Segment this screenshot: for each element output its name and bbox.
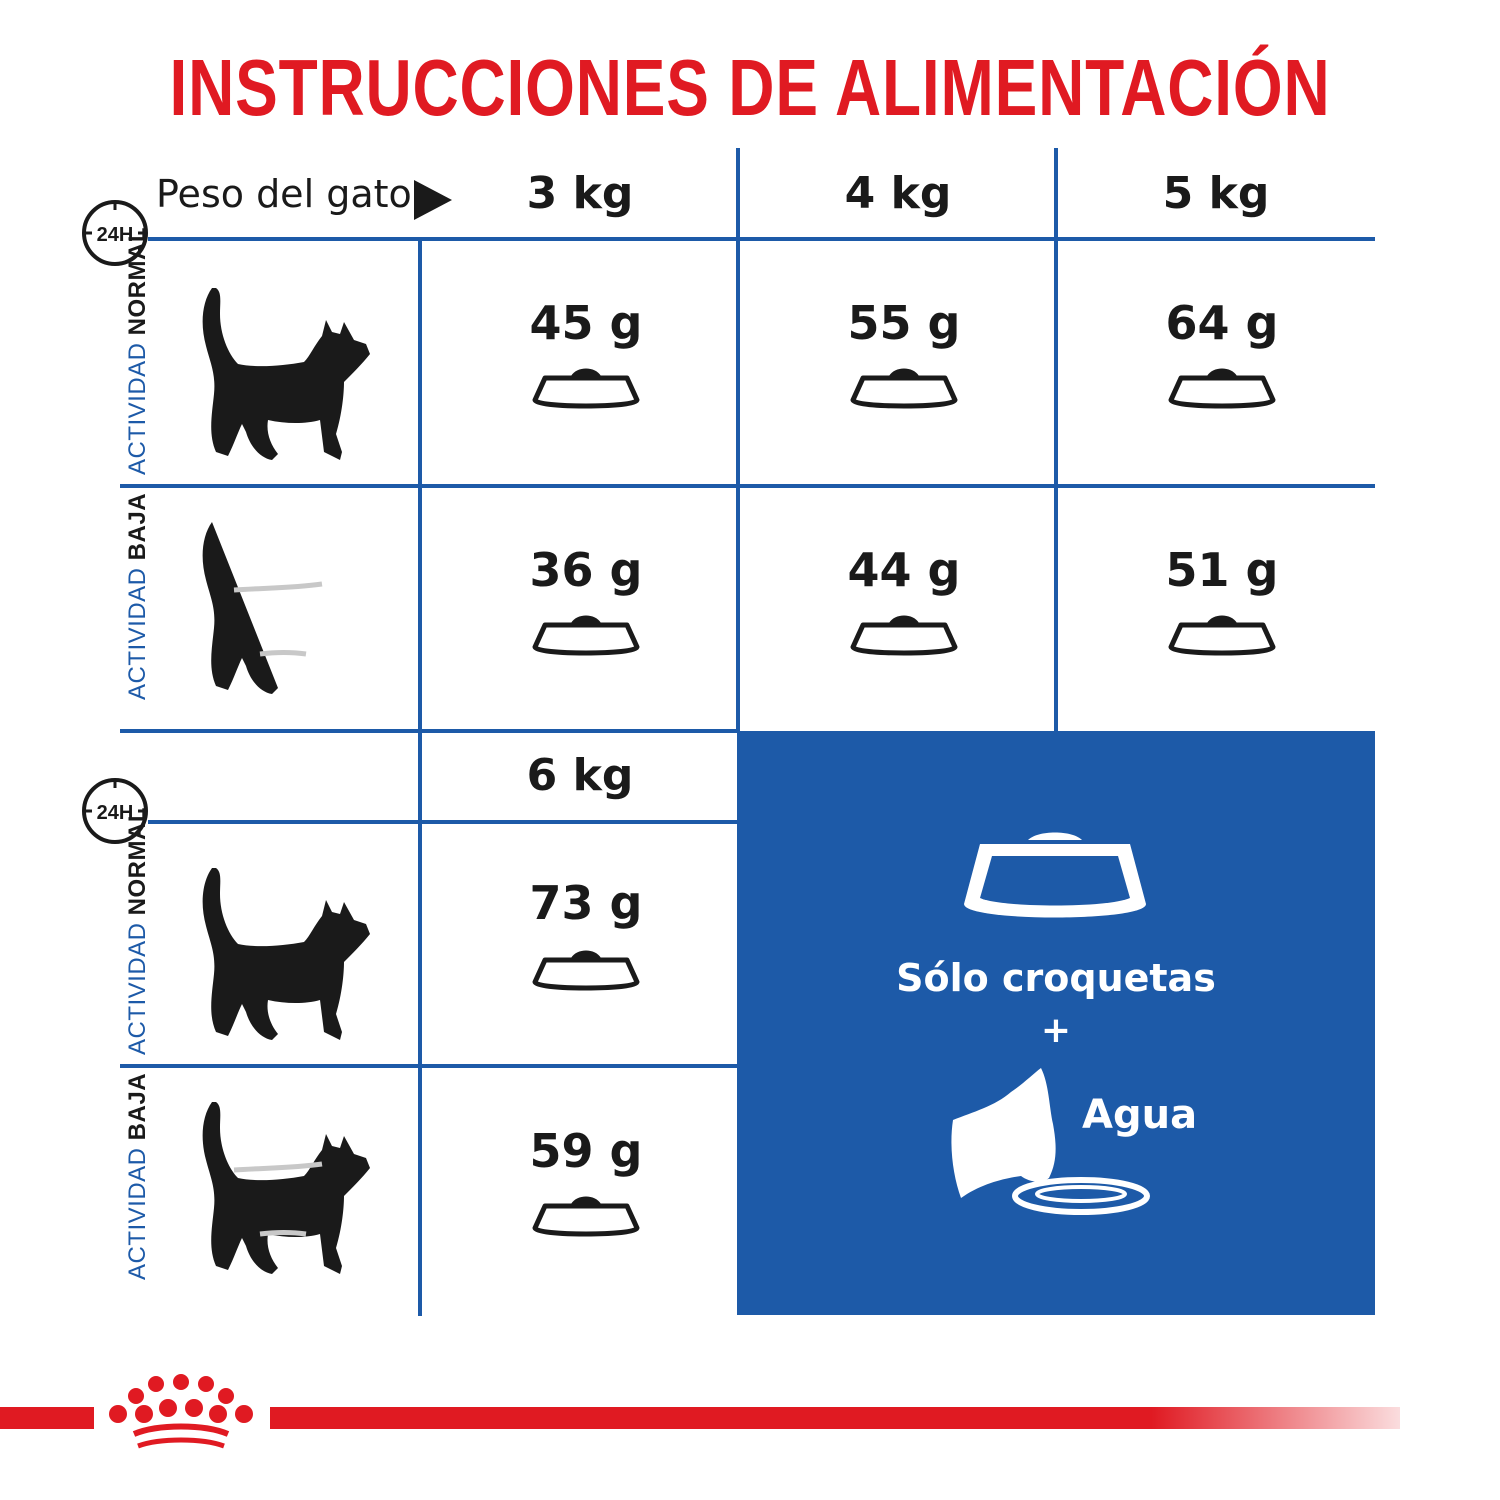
activity-label-normal: ACTIVIDAD NORMAL bbox=[124, 227, 152, 475]
activity-label-low: ACTIVIDAD BAJA bbox=[124, 493, 152, 700]
cat-silhouette-icon bbox=[202, 868, 370, 1040]
footer-bar-right bbox=[270, 1407, 1400, 1429]
grid-line-v-col2 bbox=[1054, 148, 1058, 731]
water-bowl-icon bbox=[951, 1068, 1150, 1215]
cat-silhouette-icon bbox=[202, 288, 370, 460]
info-panel bbox=[737, 731, 1375, 1315]
grid-line-h-row3 bbox=[120, 1064, 737, 1068]
water-label: Agua bbox=[1082, 1092, 1198, 1138]
activity-level-normal: NORMAL bbox=[124, 226, 151, 336]
dry-food-label: Sólo croquetas bbox=[896, 956, 1216, 1000]
bowl-icon bbox=[532, 368, 640, 409]
bowl-icon bbox=[850, 368, 958, 409]
crown-logo bbox=[109, 1374, 253, 1449]
plus-sign: + bbox=[1040, 1010, 1072, 1051]
grams-normal-4kg: 55 g bbox=[847, 296, 961, 350]
grams-low-3kg: 36 g bbox=[529, 543, 643, 597]
bowl-icon bbox=[532, 1196, 640, 1237]
cat-silhouette-icon bbox=[202, 1102, 370, 1274]
grid-line-h-row1 bbox=[120, 484, 1375, 488]
grams-normal-5kg: 64 g bbox=[1165, 296, 1279, 350]
activity-label-normal: ACTIVIDAD NORMAL bbox=[124, 807, 152, 1055]
grams-normal-6kg: 73 g bbox=[529, 876, 643, 930]
clock-24h-icon: 24H bbox=[82, 200, 148, 266]
bowl-icon bbox=[532, 615, 640, 656]
cat-silhouette-icon bbox=[202, 522, 323, 694]
bowl-icon bbox=[964, 832, 1146, 918]
grams-low-6kg: 59 g bbox=[529, 1124, 643, 1178]
bowl-icon bbox=[1168, 615, 1276, 656]
grams-low-5kg: 51 g bbox=[1165, 543, 1279, 597]
clock-24h-icon: 24H bbox=[82, 778, 148, 844]
grid-line-h-row2 bbox=[120, 729, 737, 733]
grid-line-v-label bbox=[418, 241, 422, 1316]
weight-3kg: 3 kg bbox=[526, 168, 634, 219]
activity-word: ACTIVIDAD bbox=[124, 342, 151, 475]
weight-label: Peso del gato bbox=[156, 172, 412, 216]
clock-label: 24H bbox=[97, 802, 134, 824]
bowl-icon bbox=[532, 950, 640, 991]
grid-line-v-col1 bbox=[736, 148, 740, 731]
weight-6kg: 6 kg bbox=[526, 750, 634, 801]
activity-word: ACTIVIDAD bbox=[124, 567, 151, 700]
page-title: INSTRUCCIONES DE ALIMENTACIÓN bbox=[169, 43, 1331, 132]
footer-bar-left bbox=[0, 1407, 94, 1429]
weight-4kg: 4 kg bbox=[844, 168, 952, 219]
activity-level-low: BAJA bbox=[124, 492, 151, 561]
weight-5kg: 5 kg bbox=[1162, 168, 1270, 219]
activity-word: ACTIVIDAD bbox=[124, 922, 151, 1055]
activity-level-low: BAJA bbox=[124, 1072, 151, 1141]
grams-low-4kg: 44 g bbox=[847, 543, 961, 597]
activity-label-low: ACTIVIDAD BAJA bbox=[124, 1073, 152, 1280]
activity-level-normal: NORMAL bbox=[124, 806, 151, 916]
play-arrow-icon bbox=[414, 180, 452, 220]
bowl-icon bbox=[1168, 368, 1276, 409]
grid-line-h-header2 bbox=[148, 820, 737, 824]
grams-normal-3kg: 45 g bbox=[529, 296, 643, 350]
activity-word: ACTIVIDAD bbox=[124, 1147, 151, 1280]
clock-label: 24H bbox=[97, 224, 134, 246]
grid-line-h-header bbox=[148, 237, 1375, 241]
bowl-icon bbox=[850, 615, 958, 656]
